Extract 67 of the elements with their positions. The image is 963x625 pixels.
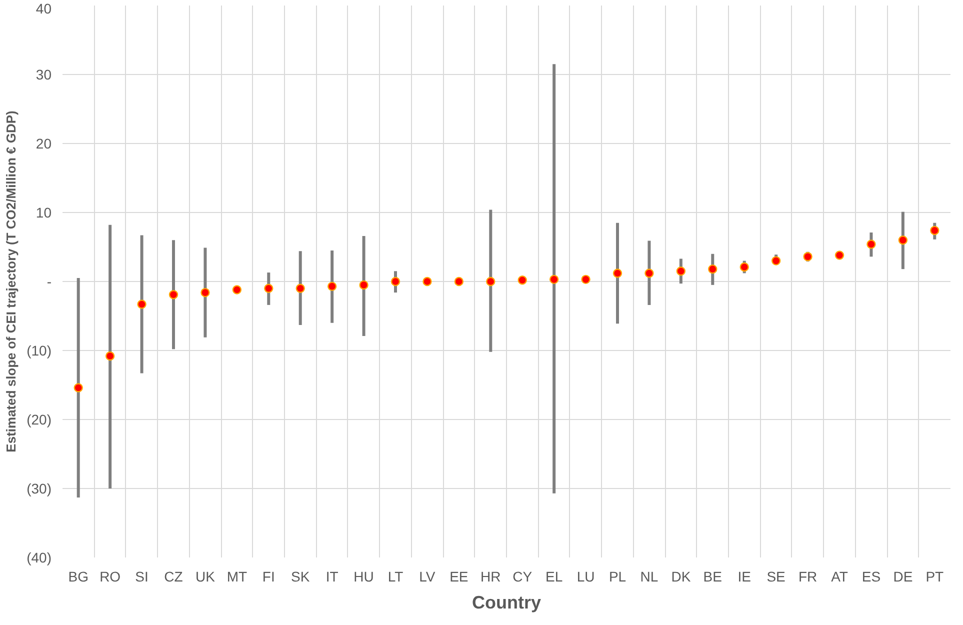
point bbox=[390, 276, 400, 286]
x-tick-label: IT bbox=[326, 568, 339, 584]
x-tick-label: BG bbox=[68, 568, 88, 584]
x-tick-label: LV bbox=[419, 568, 436, 584]
point bbox=[296, 284, 305, 293]
y-tick-label: (30) bbox=[26, 480, 52, 496]
point bbox=[168, 290, 178, 300]
point bbox=[898, 236, 908, 245]
x-tick-label: EL bbox=[546, 568, 563, 584]
point bbox=[422, 276, 432, 286]
x-tick-label: LU bbox=[576, 568, 595, 584]
x-tick-label: RO bbox=[100, 568, 121, 584]
x-tick-label: FI bbox=[262, 568, 275, 584]
point bbox=[549, 274, 559, 284]
x-tick-label: DE bbox=[893, 568, 913, 584]
x-tick-label: PT bbox=[926, 568, 944, 584]
x-tick-label: HR bbox=[480, 568, 501, 584]
x-tick-label: SI bbox=[135, 568, 148, 584]
point bbox=[644, 268, 654, 278]
x-tick-label: DK bbox=[671, 568, 692, 584]
point bbox=[486, 276, 496, 286]
point bbox=[327, 282, 337, 291]
point bbox=[454, 276, 464, 286]
x-tick-label: HU bbox=[354, 568, 374, 584]
point bbox=[232, 285, 242, 294]
y-tick-label: 20 bbox=[36, 136, 52, 152]
point bbox=[708, 264, 718, 274]
point bbox=[105, 351, 115, 361]
point bbox=[930, 226, 940, 236]
x-tick-label: CY bbox=[512, 568, 533, 584]
point bbox=[771, 256, 781, 266]
x-axis-title: Country bbox=[472, 592, 542, 612]
x-tick-label: NL bbox=[640, 568, 658, 584]
y-axis-title: Estimated slope of CEI trajectory (T CO2/Million € GDP) bbox=[4, 110, 19, 452]
y-tick-label: (40) bbox=[26, 550, 52, 566]
x-tick-label: PL bbox=[608, 568, 626, 584]
point bbox=[676, 266, 686, 276]
point bbox=[803, 252, 812, 262]
x-tick-label: AT bbox=[831, 568, 848, 584]
y-tick-label: - bbox=[46, 274, 52, 290]
y-tick-label: (20) bbox=[26, 412, 52, 428]
point bbox=[200, 288, 210, 298]
point bbox=[740, 262, 749, 272]
x-tick-label: ES bbox=[862, 568, 881, 584]
y-tick-label: 30 bbox=[36, 66, 52, 82]
point bbox=[866, 240, 876, 249]
y-tick-label: 40 bbox=[36, 0, 52, 16]
y-tick-label: 10 bbox=[36, 204, 52, 220]
x-tick-label: SK bbox=[291, 568, 310, 584]
point bbox=[518, 276, 527, 285]
point bbox=[581, 274, 590, 284]
x-tick-label: MT bbox=[226, 568, 248, 584]
x-tick-label: CZ bbox=[164, 568, 184, 584]
x-tick-label: SE bbox=[766, 568, 786, 584]
x-tick-label: BE bbox=[703, 568, 722, 584]
point bbox=[834, 250, 844, 260]
point bbox=[74, 383, 83, 392]
point bbox=[264, 284, 274, 293]
x-tick-label: IE bbox=[738, 568, 751, 584]
y-tick-label: (10) bbox=[26, 342, 52, 358]
x-tick-label: FR bbox=[798, 568, 818, 584]
point bbox=[137, 300, 146, 309]
point bbox=[612, 268, 622, 278]
x-tick-label: LT bbox=[388, 568, 404, 584]
x-tick-label: EE bbox=[450, 568, 468, 584]
x-tick-label: UK bbox=[195, 568, 216, 584]
point bbox=[359, 280, 368, 290]
